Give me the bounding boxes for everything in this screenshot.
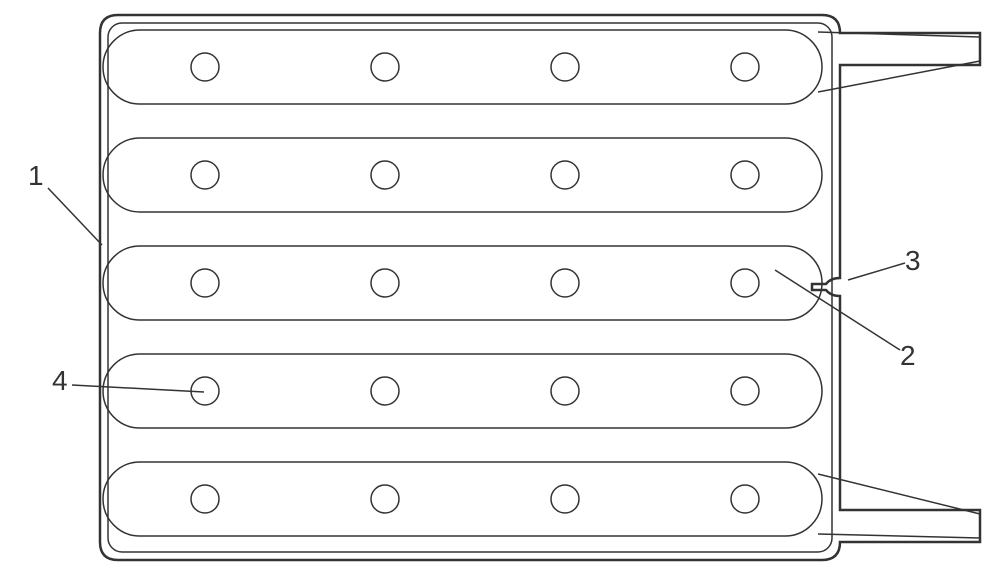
callout-label-1: 1 [28,160,44,192]
cooling-plate-diagram [0,0,1000,575]
callout-label-4: 4 [52,365,68,397]
diagram-svg [0,0,1000,575]
callout-label-2: 2 [900,340,916,372]
callout-label-3: 3 [905,245,921,277]
